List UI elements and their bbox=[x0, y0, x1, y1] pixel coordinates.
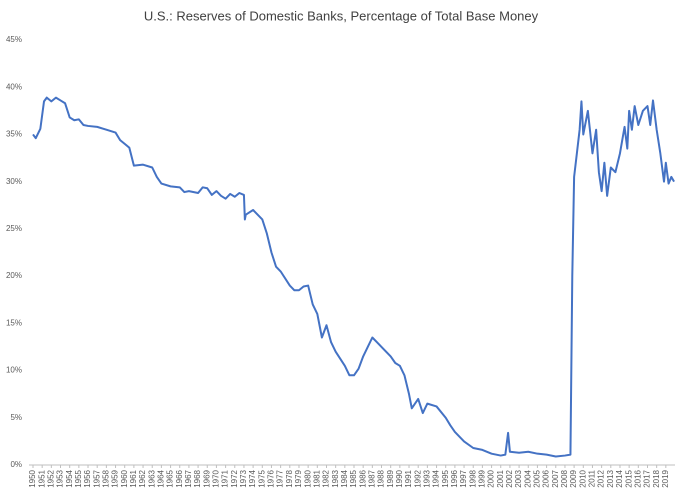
y-tick-label: 20% bbox=[6, 271, 22, 280]
x-tick-label: 2014 bbox=[615, 469, 624, 487]
x-tick-label: 1976 bbox=[267, 469, 276, 487]
x-tick-label: 1973 bbox=[239, 469, 248, 487]
y-tick-label: 0% bbox=[10, 460, 22, 469]
x-tick-label: 2004 bbox=[523, 469, 532, 487]
x-tick-label: 1964 bbox=[157, 469, 166, 487]
x-tick-label: 1968 bbox=[193, 469, 202, 487]
x-tick-label: 1996 bbox=[450, 469, 459, 487]
y-tick-label: 15% bbox=[6, 318, 22, 327]
x-tick-label: 1992 bbox=[413, 469, 422, 487]
x-tick-label: 1998 bbox=[468, 469, 477, 487]
x-tick-label: 2018 bbox=[652, 469, 661, 487]
x-tick-label: 1988 bbox=[377, 469, 386, 487]
x-tick-label: 1955 bbox=[74, 469, 83, 487]
x-tick-label: 1972 bbox=[230, 469, 239, 487]
x-tick-label: 1999 bbox=[478, 469, 487, 487]
x-tick-label: 2002 bbox=[505, 469, 514, 487]
x-tick-label: 1981 bbox=[312, 469, 321, 487]
x-tick-label: 2016 bbox=[633, 469, 642, 487]
x-tick-label: 1954 bbox=[65, 469, 74, 487]
chart-title: U.S.: Reserves of Domestic Banks, Percen… bbox=[144, 8, 539, 23]
x-tick-label: 1959 bbox=[111, 469, 120, 487]
x-tick-label: 1971 bbox=[221, 469, 230, 487]
x-tick-label: 1975 bbox=[257, 469, 266, 487]
x-tick-label: 1979 bbox=[294, 469, 303, 487]
x-tick-label: 1991 bbox=[404, 469, 413, 487]
x-tick-label: 1969 bbox=[202, 469, 211, 487]
x-tick-label: 1983 bbox=[331, 469, 340, 487]
x-tick-label: 1982 bbox=[322, 469, 331, 487]
x-tick-label: 1987 bbox=[367, 469, 376, 487]
x-tick-label: 2019 bbox=[661, 469, 670, 487]
x-tick-label: 2003 bbox=[514, 469, 523, 487]
x-tick-label: 2005 bbox=[533, 469, 542, 487]
x-tick-label: 1993 bbox=[422, 469, 431, 487]
x-tick-label: 1995 bbox=[441, 469, 450, 487]
x-tick-label: 2009 bbox=[569, 469, 578, 487]
x-tick-label: 1951 bbox=[37, 469, 46, 487]
x-tick-label: 1962 bbox=[138, 469, 147, 487]
x-tick-label: 1997 bbox=[459, 469, 468, 487]
x-tick-label: 1952 bbox=[46, 469, 55, 487]
y-tick-label: 5% bbox=[10, 413, 22, 422]
x-tick-label: 2008 bbox=[560, 469, 569, 487]
x-tick-label: 2000 bbox=[487, 469, 496, 487]
x-tick-label: 1990 bbox=[395, 469, 404, 487]
x-tick-label: 2012 bbox=[597, 469, 606, 487]
x-tick-label: 1985 bbox=[349, 469, 358, 487]
y-tick-label: 40% bbox=[6, 82, 22, 91]
y-tick-label: 10% bbox=[6, 366, 22, 375]
x-tick-label: 2007 bbox=[551, 469, 560, 487]
x-tick-label: 1963 bbox=[147, 469, 156, 487]
x-tick-label: 2013 bbox=[606, 469, 615, 487]
x-tick-label: 1986 bbox=[358, 469, 367, 487]
y-tick-label: 35% bbox=[6, 130, 22, 139]
x-tick-label: 1953 bbox=[56, 469, 65, 487]
x-tick-label: 1960 bbox=[120, 469, 129, 487]
x-tick-label: 1984 bbox=[340, 469, 349, 487]
x-tick-label: 1970 bbox=[212, 469, 221, 487]
y-tick-label: 30% bbox=[6, 177, 22, 186]
x-tick-label: 2006 bbox=[542, 469, 551, 487]
x-tick-label: 1994 bbox=[432, 469, 441, 487]
x-tick-label: 2010 bbox=[578, 469, 587, 487]
x-tick-label: 1967 bbox=[184, 469, 193, 487]
x-tick-label: 1957 bbox=[92, 469, 101, 487]
x-tick-label: 1966 bbox=[175, 469, 184, 487]
x-tick-label: 1965 bbox=[166, 469, 175, 487]
x-tick-label: 2015 bbox=[624, 469, 633, 487]
x-tick-label: 1961 bbox=[129, 469, 138, 487]
x-tick-label: 2017 bbox=[643, 469, 652, 487]
x-tick-label: 1974 bbox=[248, 469, 257, 487]
x-tick-label: 1980 bbox=[303, 469, 312, 487]
x-tick-label: 1958 bbox=[101, 469, 110, 487]
data-line bbox=[32, 96, 675, 458]
x-tick-label: 1978 bbox=[285, 469, 294, 487]
x-tick-label: 2011 bbox=[588, 469, 597, 487]
x-tick-label: 1950 bbox=[28, 469, 37, 487]
x-tick-label: 1956 bbox=[83, 469, 92, 487]
x-tick-label: 1977 bbox=[276, 469, 285, 487]
y-tick-label: 45% bbox=[6, 35, 22, 44]
x-tick-label: 2001 bbox=[496, 469, 505, 487]
y-tick-label: 25% bbox=[6, 224, 22, 233]
x-tick-label: 1989 bbox=[386, 469, 395, 487]
